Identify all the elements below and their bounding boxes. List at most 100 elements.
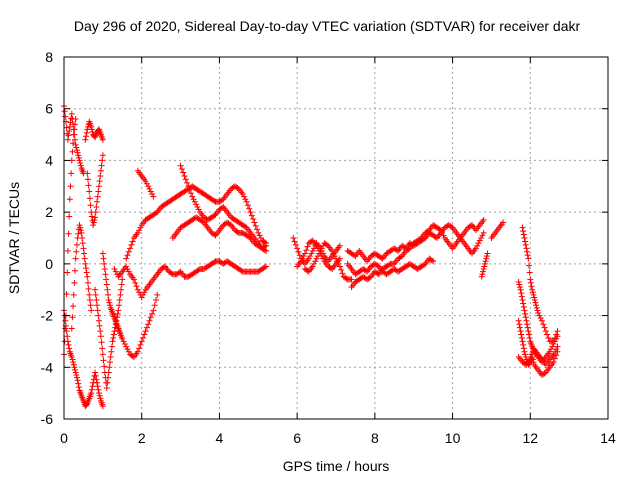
data-point-marker	[136, 345, 143, 352]
data-point-marker	[94, 302, 101, 309]
series-track-h	[99, 250, 161, 360]
data-point-marker	[551, 338, 558, 345]
data-point-marker	[551, 348, 558, 355]
data-point-marker	[479, 232, 486, 239]
data-point-marker	[93, 297, 100, 304]
data-point-marker	[263, 263, 270, 270]
data-point-marker	[150, 307, 157, 314]
data-point-marker	[261, 243, 268, 250]
data-point-marker	[103, 281, 110, 288]
data-point-marker	[516, 321, 523, 328]
x-tick-label: 8	[371, 430, 379, 446]
data-point-marker	[527, 353, 534, 360]
data-point-marker	[88, 390, 95, 397]
data-point-marker	[106, 302, 113, 309]
data-point-marker	[136, 289, 143, 296]
data-point-marker	[252, 222, 259, 229]
data-point-marker	[554, 343, 561, 350]
data-point-marker	[82, 260, 89, 267]
data-point-marker	[149, 310, 156, 317]
data-point-marker	[64, 247, 71, 254]
data-point-marker	[143, 180, 150, 187]
data-point-marker	[338, 266, 345, 273]
data-point-marker	[106, 359, 113, 366]
data-point-marker	[93, 376, 100, 383]
data-point-marker	[70, 303, 77, 310]
data-point-marker	[112, 268, 119, 275]
data-point-marker	[500, 219, 507, 226]
data-point-marker	[336, 263, 343, 270]
data-point-marker	[180, 169, 187, 176]
data-point-marker	[99, 250, 106, 257]
data-point-marker	[522, 241, 529, 248]
data-point-marker	[351, 252, 358, 259]
data-point-marker	[111, 328, 118, 335]
data-point-marker	[184, 179, 191, 186]
x-axis-label: GPS time / hours	[283, 458, 390, 474]
data-point-marker	[242, 196, 249, 203]
data-point-marker	[83, 133, 90, 140]
series-track-r	[348, 216, 487, 291]
data-point-marker	[81, 255, 88, 262]
data-point-marker	[74, 377, 81, 384]
data-point-marker	[312, 258, 319, 265]
data-point-marker	[103, 276, 110, 283]
data-point-marker	[101, 266, 108, 273]
data-point-marker	[65, 341, 72, 348]
data-point-marker	[85, 285, 92, 292]
data-point-marker	[554, 328, 561, 335]
y-tick-label: 2	[45, 204, 53, 220]
data-point-marker	[103, 384, 110, 391]
data-point-marker	[439, 229, 446, 236]
data-point-marker	[440, 232, 447, 239]
data-point-marker	[83, 401, 90, 408]
data-point-marker	[522, 351, 529, 358]
data-point-marker	[483, 255, 490, 262]
data-point-marker	[176, 269, 183, 276]
data-point-marker	[64, 136, 71, 143]
data-point-marker	[362, 267, 369, 274]
data-point-marker	[89, 383, 96, 390]
data-point-marker	[86, 291, 93, 298]
y-axis-label: SDTVAR / TECUs	[6, 182, 22, 294]
data-point-marker	[73, 374, 80, 381]
data-point-marker	[83, 265, 90, 272]
data-point-marker	[72, 366, 79, 373]
data-point-marker	[105, 374, 112, 381]
data-point-marker	[129, 353, 136, 360]
data-point-marker	[211, 259, 218, 266]
data-point-marker	[191, 198, 198, 205]
data-point-marker	[417, 235, 424, 242]
data-point-marker	[246, 205, 253, 212]
data-point-marker	[101, 363, 108, 370]
data-point-marker	[133, 283, 140, 290]
data-point-marker	[535, 309, 542, 316]
data-point-marker	[333, 255, 339, 262]
data-point-marker	[292, 241, 299, 248]
data-point-marker	[226, 221, 233, 228]
data-point-marker	[194, 203, 201, 210]
data-point-marker	[524, 359, 531, 366]
data-point-marker	[152, 210, 159, 217]
data-point-marker	[97, 328, 104, 335]
series-track-k	[134, 167, 157, 200]
data-point-marker	[77, 162, 84, 169]
data-point-marker	[480, 216, 487, 223]
data-point-marker	[72, 369, 79, 376]
data-point-marker	[92, 214, 99, 221]
data-point-marker	[78, 229, 85, 236]
data-point-marker	[448, 223, 455, 230]
series-track-i	[111, 258, 270, 301]
data-point-marker	[62, 325, 69, 332]
data-point-marker	[83, 129, 90, 136]
data-point-marker	[65, 230, 72, 237]
data-point-marker	[87, 202, 94, 209]
data-point-marker	[189, 193, 196, 200]
data-point-marker	[66, 123, 73, 130]
data-point-marker	[553, 346, 560, 353]
data-point-marker	[244, 202, 251, 209]
data-point-marker	[67, 183, 74, 190]
data-point-marker	[116, 297, 123, 304]
data-point-marker	[524, 252, 531, 259]
data-point-marker	[523, 245, 530, 252]
